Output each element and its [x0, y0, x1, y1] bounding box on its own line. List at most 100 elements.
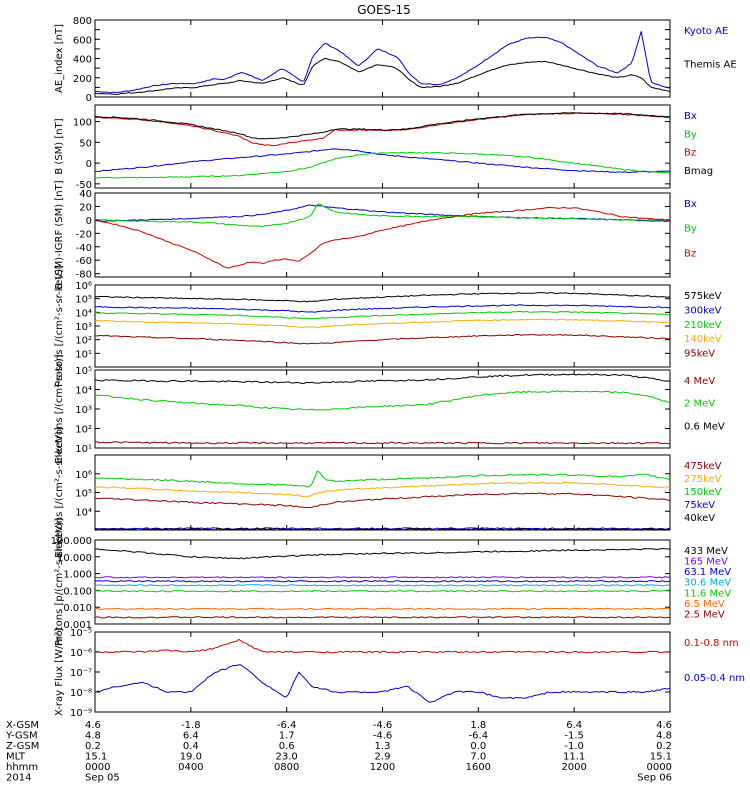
- ephemeris-value: -6.4: [277, 720, 297, 731]
- ephemeris-value: 15.1: [650, 752, 672, 763]
- y-tick-label: 100: [73, 118, 92, 129]
- y-tick-label: 0: [86, 216, 92, 227]
- legend-label: 475keV: [684, 461, 722, 472]
- series-line-kyoto-ae: [94, 31, 671, 94]
- series-line-0-6-mev: [94, 373, 671, 384]
- ephemeris-value: 0000: [85, 762, 110, 773]
- y-tick-label: 800: [73, 16, 92, 27]
- series-line-bz: [94, 206, 671, 269]
- y-tick-label: 10⁻⁷: [70, 668, 92, 679]
- y-tick-label: 10⁶: [75, 470, 92, 481]
- series-line-165-mev: [94, 576, 670, 579]
- series-line-by: [94, 151, 671, 179]
- legend-label: 300keV: [684, 305, 722, 316]
- y-tick-label: 10⁻⁵: [70, 628, 92, 639]
- series-line-11-6-mev: [94, 589, 671, 593]
- series-line-bx: [95, 148, 671, 174]
- y-axis-label: Protons [p/(cm²-s-sr-keV)]: [54, 518, 65, 646]
- y-tick-label: 10⁴: [75, 386, 92, 397]
- legend-label: 2.5 MeV: [684, 609, 725, 620]
- y-tick-label: 10⁵: [75, 295, 92, 306]
- ephemeris-value: -1.0: [564, 741, 584, 752]
- y-tick-label: 10⁶: [75, 281, 92, 292]
- y-tick-label: 20: [79, 202, 92, 213]
- ephemeris-value: 2000: [561, 762, 586, 773]
- ephemeris-row-label: MLT: [6, 752, 26, 763]
- series-line-95kev: [94, 333, 671, 345]
- legend-label: Themis AE: [683, 60, 737, 71]
- series-line-40kev: [94, 527, 671, 531]
- series-line-0-05-0-4-nm: [94, 664, 671, 703]
- legend-label: 275keV: [684, 474, 722, 485]
- legend-label: 575keV: [684, 291, 722, 302]
- legend-label: Bz: [684, 248, 696, 259]
- y-tick-label: 10⁻⁶: [70, 648, 92, 659]
- legend-label: Bz: [684, 148, 696, 159]
- legend-label: Bx: [684, 199, 697, 210]
- series-line-140kev: [94, 318, 671, 329]
- series-line-0-1-0-8-nm: [94, 638, 671, 654]
- ephemeris-row-label: Z-GSM: [6, 741, 39, 752]
- legend-label: 165 MeV: [684, 557, 728, 568]
- ephemeris-table: X-GSM 4.6 -1.8 -6.4 -4.6 1.8 6.4 4.6 Y-GSM 4.8 6.4…: [5, 720, 672, 784]
- ephemeris-value: 4.6: [656, 720, 672, 731]
- ephemeris-value: 1.8: [470, 720, 486, 731]
- ephemeris-value: 1.7: [279, 731, 295, 742]
- legend-label: 95keV: [684, 349, 715, 360]
- y-tick-label: 0.010: [63, 603, 92, 614]
- y-tick-label: -40: [76, 243, 92, 254]
- series-line-6-5-mev: [94, 607, 671, 611]
- ephemeris-value: 1.3: [375, 741, 391, 752]
- y-tick-label: 10²: [75, 336, 92, 347]
- series-line-475kev: [94, 492, 671, 508]
- y-tick-label: 0.001: [63, 620, 92, 631]
- ephemeris-value: 6.4: [566, 720, 582, 731]
- ephemeris-row-label: Y-GSM: [5, 731, 38, 742]
- y-tick-label: 10.000: [57, 553, 92, 564]
- y-tick-label: 10¹: [75, 444, 92, 455]
- y-tick-label: 10⁴: [75, 308, 92, 319]
- legend-label: 40keV: [684, 513, 715, 524]
- y-tick-label: 10⁴: [75, 507, 92, 518]
- y-axis-label: AE_index [nT]: [54, 24, 65, 93]
- ephemeris-value: -6.4: [469, 731, 489, 742]
- ephemeris-value: 4.6: [85, 720, 101, 731]
- y-tick-label: 10³: [75, 405, 92, 416]
- series-line-575kev: [95, 292, 671, 303]
- series-line-30-6-mev: [94, 584, 671, 587]
- legend-label: Kyoto AE: [684, 26, 728, 37]
- legend-label: Bmag: [684, 166, 713, 177]
- y-tick-label: -50: [76, 180, 92, 191]
- y-axis-label: B (SM) [nT]: [54, 118, 65, 174]
- ephemeris-value: 0800: [274, 762, 299, 773]
- ephemeris-value: 23.0: [276, 752, 298, 763]
- ephemeris-value: -1.8: [181, 720, 201, 731]
- panel-protons_epead: 0.001 0.010 0.100 1.000 10.000 100.000Protons…: [51, 518, 732, 646]
- ephemeris-value: 2.9: [375, 752, 391, 763]
- ephemeris-value: 0.2: [656, 741, 672, 752]
- panel-frame: [94, 631, 671, 713]
- series-line-bmag: [94, 112, 671, 140]
- legend-label: Bx: [684, 111, 697, 122]
- legend-label: 2 MeV: [684, 399, 715, 410]
- ephemeris-value: 1600: [466, 762, 491, 773]
- legend-label: 0.05-0.4 nm: [684, 673, 745, 684]
- legend-label: 433 MeV: [684, 546, 728, 557]
- y-axis-label: B (SM)-IGRF (SM) [nT]: [54, 180, 65, 289]
- series-line-300kev: [94, 304, 671, 313]
- legend-label: By: [684, 224, 697, 235]
- series-line-2-5-mev: [94, 616, 671, 619]
- panel-electrons_mageds: 10⁴ 10⁵ 10⁶ Electrons [/(cm²-s-sr-keV)] 475k…: [54, 427, 722, 558]
- y-tick-label: 10²: [75, 425, 92, 436]
- series-line-275kev: [94, 481, 671, 498]
- y-tick-label: -60: [76, 256, 92, 267]
- series-line-2-mev: [95, 390, 671, 411]
- ephemeris-value: Sep 05: [85, 773, 120, 784]
- legend-label: 150keV: [684, 487, 722, 498]
- y-axis-label: Electrons [/(cm²-s-sr-keV)]: [54, 427, 65, 558]
- y-axis-label: X-ray Flux [W/m²]: [54, 628, 65, 716]
- series-line-by: [94, 203, 671, 228]
- panel-bsm: -50 0 50 100 B (SM) [nT] Bx By Bz Bmag: [54, 104, 713, 191]
- panel-protons_mageds: 10¹ 10² 10³ 10⁴ 10⁵ 10⁶ Protons [/(cm²-s-sr-ke…: [54, 265, 722, 387]
